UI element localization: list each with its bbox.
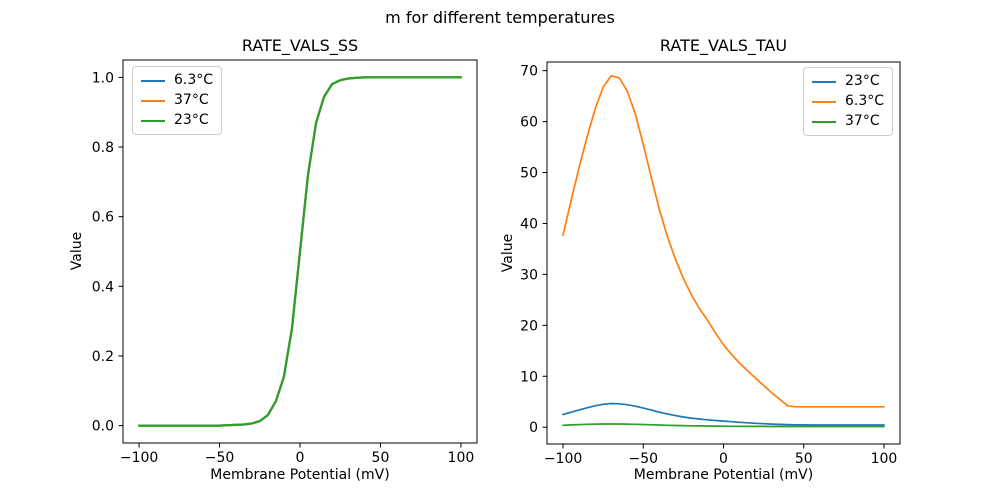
y-tick-label: 0.2	[92, 349, 114, 365]
legend-line-sample	[141, 79, 165, 82]
x-tick-label: 50	[372, 450, 390, 466]
legend-line-sample	[141, 99, 165, 102]
x-tick-label: −100	[544, 451, 582, 467]
axes-title-rate-vals-tau: RATE_VALS_TAU	[659, 36, 788, 55]
legend-label: 6.3°C	[174, 72, 214, 88]
legend-entry: 6.3°C	[812, 93, 884, 110]
y-tick-label: 50	[520, 166, 538, 182]
x-axis-label-ss: Membrane Potential (mV)	[210, 467, 390, 483]
legend-label: 37°C	[845, 113, 880, 129]
legend-ss: 6.3°C 37°C 23°C	[132, 66, 223, 135]
legend-line-sample	[812, 80, 836, 83]
figure-suptitle: m for different temperatures	[385, 8, 615, 27]
x-tick-label: −50	[628, 451, 658, 467]
y-tick-label: 1.0	[92, 70, 114, 86]
series-line-37°C	[562, 423, 885, 428]
legend-entry: 37°C	[812, 113, 884, 130]
legend-entry: 37°C	[141, 92, 213, 109]
y-tick-label: 10	[520, 369, 538, 385]
x-tick-label: 50	[795, 451, 813, 467]
legend-entry: 6.3°C	[141, 72, 213, 89]
y-tick-label: 0.8	[92, 140, 114, 156]
legend-line-sample	[812, 100, 836, 103]
x-tick-label: −50	[205, 450, 235, 466]
x-tick-label: −100	[120, 450, 158, 466]
series-line-23°C	[138, 76, 462, 427]
legend-entry: 23°C	[141, 112, 213, 129]
legend-entry: 23°C	[812, 73, 884, 90]
x-tick-label: 0	[719, 451, 728, 467]
legend-line-sample	[812, 120, 836, 123]
legend-label: 23°C	[174, 112, 209, 128]
y-tick-label: 70	[520, 64, 538, 80]
x-tick-label: 0	[296, 450, 305, 466]
axes-title-rate-vals-ss: RATE_VALS_SS	[241, 36, 359, 55]
y-tick-label: 30	[520, 267, 538, 283]
axes-1: −100 −50 0 50 100 0 10 20 30 40 50 60 70	[520, 61, 901, 467]
y-tick-label: 0.6	[92, 210, 114, 226]
y-axis-label-ss: Value	[69, 231, 85, 271]
x-axis-label-tau: Membrane Potential (mV)	[633, 467, 814, 483]
y-tick-label: 40	[520, 216, 538, 232]
series-line-23°C	[562, 402, 885, 426]
legend-tau: 23°C 6.3°C 37°C	[803, 67, 894, 136]
y-tick-label: 0.0	[92, 419, 114, 435]
legend-label: 37°C	[174, 92, 209, 108]
series-line-6.3°C	[562, 74, 885, 408]
y-tick-label: 0	[529, 420, 538, 436]
legend-label: 23°C	[845, 73, 880, 89]
x-tick-label: 100	[448, 450, 475, 466]
x-tick-label: 100	[871, 451, 898, 467]
y-tick-label: 20	[520, 318, 538, 334]
y-tick-label: 60	[520, 115, 538, 131]
axes-0: −100 −50 0 50 100 0.0 0.2 0.4 0.6 0.8 1.0	[92, 59, 478, 466]
y-axis-label-tau: Value	[500, 233, 516, 273]
y-tick-label: 0.4	[92, 279, 114, 295]
legend-line-sample	[141, 119, 165, 122]
legend-label: 6.3°C	[845, 93, 885, 109]
